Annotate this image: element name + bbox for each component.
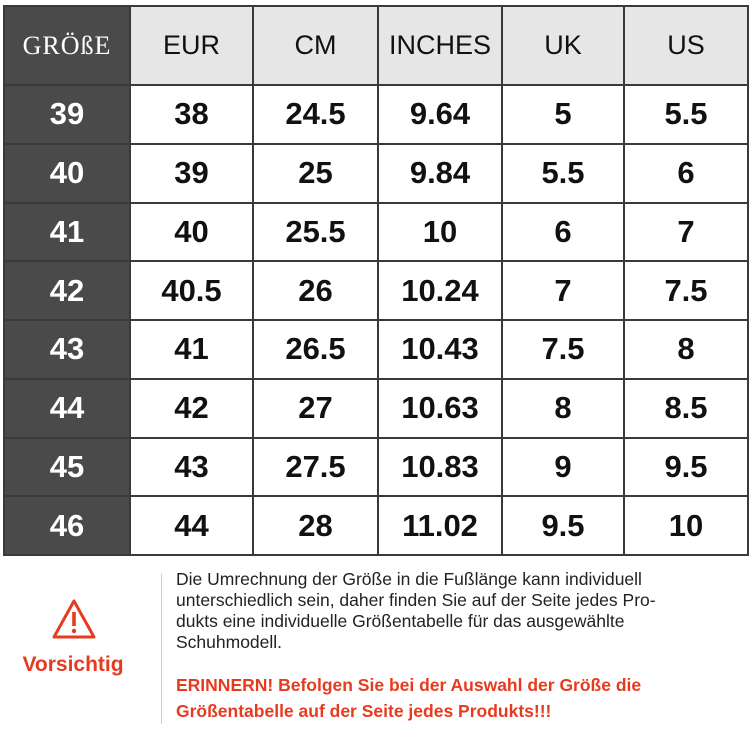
cell-us: 9.5 [623, 436, 749, 498]
caution-label: Vorsichtig [22, 653, 124, 676]
cell-eur: 40.5 [129, 260, 254, 321]
cell-cm: 26 [252, 260, 379, 321]
cell-uk: 9.5 [501, 495, 625, 556]
cell-us: 6 [623, 142, 749, 204]
cell-cm: 27.5 [252, 436, 379, 498]
cell-uk: 5 [501, 84, 625, 145]
header-inches: INCHES [377, 5, 503, 86]
cell-groesse: 45 [3, 436, 131, 498]
cell-cm: 24.5 [252, 84, 379, 145]
cell-uk: 9 [501, 436, 625, 498]
cell-groesse: 44 [3, 377, 131, 439]
cell-us: 5.5 [623, 84, 749, 145]
header-cm: CM [252, 5, 379, 86]
notice-text: Die Umrechnung der Größe in die Fußlänge… [176, 569, 736, 653]
cell-cm: 25.5 [252, 201, 379, 263]
notice-line: Schuhmodell. [176, 632, 283, 652]
table-row: 44 42 27 10.63 8 8.5 [3, 377, 749, 439]
header-groesse: GRÖßE [3, 5, 131, 86]
cell-uk: 7 [501, 260, 625, 321]
notice-line: dukts eine individuelle Größentabelle fü… [176, 611, 625, 631]
cell-groesse: 40 [3, 142, 131, 204]
cell-uk: 7.5 [501, 319, 625, 380]
cell-cm: 27 [252, 377, 379, 439]
cell-eur: 42 [129, 377, 254, 439]
cell-groesse: 42 [3, 260, 131, 321]
notice-line: Die Umrechnung der Größe in die Fußlänge… [176, 569, 642, 589]
table-row: 43 41 26.5 10.43 7.5 8 [3, 319, 749, 380]
cell-inches: 11.02 [377, 495, 503, 556]
cell-groesse: 39 [3, 84, 131, 145]
table-row: 40 39 25 9.84 5.5 6 [3, 142, 749, 204]
cell-eur: 41 [129, 319, 254, 380]
table-row: 46 44 28 11.02 9.5 10 [3, 495, 749, 556]
warning-triangle-icon [52, 599, 96, 639]
cell-eur: 40 [129, 201, 254, 263]
cell-us: 8.5 [623, 377, 749, 439]
cell-inches: 9.64 [377, 84, 503, 145]
cell-cm: 25 [252, 142, 379, 204]
notice-line: unterschiedlich sein, daher finden Sie a… [176, 590, 656, 610]
notice-divider [161, 574, 162, 724]
reminder-line: ERINNERN! Befolgen Sie bei der Auswahl d… [176, 675, 642, 695]
cell-us: 10 [623, 495, 749, 556]
table-row: 39 38 24.5 9.64 5 5.5 [3, 84, 749, 145]
caution-notice: Vorsichtig Die Umrechnung der Größe in d… [0, 560, 750, 739]
cell-inches: 10.24 [377, 260, 503, 321]
reminder-text: ERINNERN! Befolgen Sie bei der Auswahl d… [176, 672, 736, 724]
cell-eur: 39 [129, 142, 254, 204]
header-eur: EUR [129, 5, 254, 86]
table-header-row: GRÖßE EUR CM INCHES UK US [3, 5, 749, 86]
cell-groesse: 43 [3, 319, 131, 380]
table-row: 42 40.5 26 10.24 7 7.5 [3, 260, 749, 321]
cell-eur: 38 [129, 84, 254, 145]
reminder-line: Größentabelle auf der Seite jedes Produk… [176, 701, 552, 721]
size-chart-table: GRÖßE EUR CM INCHES UK US 39 38 24.5 9.64 5 5… [3, 5, 749, 556]
table-row: 45 43 27.5 10.83 9 9.5 [3, 436, 749, 498]
header-us: US [623, 5, 749, 86]
cell-inches: 10.43 [377, 319, 503, 380]
cell-eur: 44 [129, 495, 254, 556]
cell-groesse: 41 [3, 201, 131, 263]
cell-inches: 10 [377, 201, 503, 263]
cell-uk: 6 [501, 201, 625, 263]
cell-us: 7 [623, 201, 749, 263]
cell-uk: 5.5 [501, 142, 625, 204]
cell-inches: 10.63 [377, 377, 503, 439]
header-uk: UK [501, 5, 625, 86]
cell-inches: 10.83 [377, 436, 503, 498]
cell-cm: 26.5 [252, 319, 379, 380]
cell-us: 8 [623, 319, 749, 380]
cell-cm: 28 [252, 495, 379, 556]
table-row: 41 40 25.5 10 6 7 [3, 201, 749, 263]
cell-us: 7.5 [623, 260, 749, 321]
cell-groesse: 46 [3, 495, 131, 556]
cell-uk: 8 [501, 377, 625, 439]
cell-inches: 9.84 [377, 142, 503, 204]
cell-eur: 43 [129, 436, 254, 498]
